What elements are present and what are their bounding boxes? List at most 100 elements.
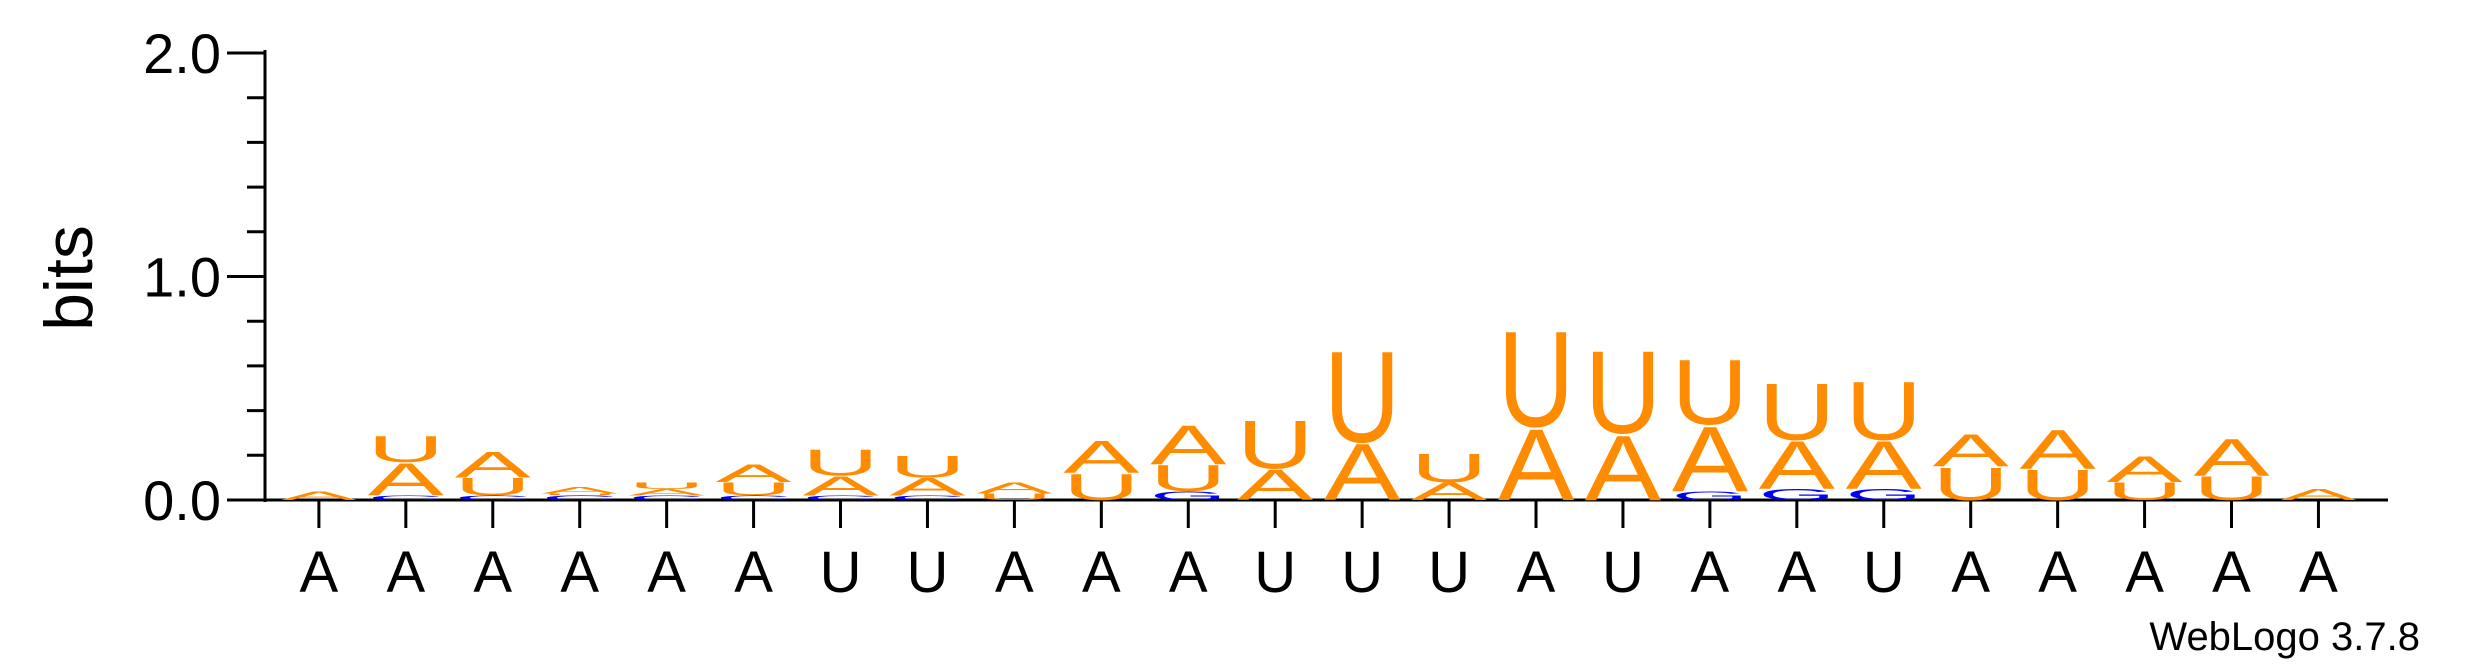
x-tick-label: A bbox=[2125, 540, 2164, 605]
logo-letter-a: A bbox=[802, 470, 879, 501]
logo-letter-u: U bbox=[976, 492, 1053, 502]
logo-letter-c: C bbox=[802, 494, 879, 501]
logo-letter-a: A bbox=[629, 487, 705, 497]
x-tick-label: A bbox=[1691, 540, 1730, 605]
logo-column: AU bbox=[1585, 327, 1662, 521]
logo-column: UA bbox=[976, 479, 1053, 502]
logo-letter-u: U bbox=[541, 493, 617, 496]
x-tick-label: A bbox=[2038, 540, 2077, 605]
logo-letter-a: A bbox=[2280, 486, 2357, 503]
logo-letter-a: A bbox=[2107, 448, 2184, 490]
logo-letter-g: G bbox=[1759, 486, 1835, 503]
x-tick-label: A bbox=[1082, 540, 1121, 605]
x-tick-label: A bbox=[647, 540, 686, 605]
logo-letter-a: A bbox=[1672, 408, 1749, 512]
x-tick-label: U bbox=[1863, 540, 1905, 605]
x-tick-label: U bbox=[1602, 540, 1644, 605]
logo-column: GAU bbox=[1672, 341, 1749, 512]
logo-column: CAU bbox=[889, 449, 966, 501]
x-tick-label: A bbox=[1517, 540, 1556, 605]
logo-letter-u: U bbox=[715, 479, 791, 500]
logo-letter-a: A bbox=[1063, 432, 1139, 484]
logo-letter-g: G bbox=[1672, 489, 1748, 503]
logo-letter-c: C bbox=[455, 494, 532, 501]
logo-column: GAU bbox=[1846, 365, 1923, 503]
logo-letter-u: U bbox=[628, 480, 705, 490]
y-tick-label: 1.0 bbox=[143, 246, 221, 309]
logo-column: AU bbox=[1324, 324, 1401, 517]
logo-letter-a: A bbox=[1933, 425, 2009, 477]
logo-column: A bbox=[281, 489, 357, 503]
logo-letter-a: A bbox=[889, 473, 965, 501]
x-tick-label: A bbox=[386, 540, 425, 605]
logo-column: UA bbox=[2019, 419, 2096, 510]
logo-letter-a: A bbox=[2193, 427, 2270, 486]
logo-letter-u: U bbox=[1672, 341, 1748, 445]
logo-column: GAU bbox=[1759, 367, 1836, 504]
logo-letter-u: U bbox=[1846, 365, 1922, 458]
logo-column: CUA bbox=[541, 485, 618, 501]
logo-column: CAU bbox=[802, 442, 879, 502]
logo-letter-u: U bbox=[2019, 461, 2096, 509]
logo-letter-a: A bbox=[1759, 427, 1835, 503]
x-tick-label: A bbox=[1777, 540, 1816, 605]
logo-letter-a: A bbox=[1846, 427, 1922, 503]
logo-column: AU bbox=[1411, 445, 1487, 505]
logo-column: CAU bbox=[368, 428, 445, 505]
logo-letter-a: A bbox=[1498, 407, 1575, 521]
logo-letter-u: U bbox=[1324, 324, 1401, 470]
logo-letter-a: A bbox=[1585, 417, 1662, 521]
logo-column: UA bbox=[1932, 425, 2009, 510]
logo-letter-u: U bbox=[1498, 302, 1575, 455]
logo-letter-u: U bbox=[1932, 458, 2009, 510]
x-tick-label: A bbox=[1169, 540, 1208, 605]
logo-column: AU bbox=[1498, 302, 1575, 522]
logo-letter-a: A bbox=[455, 444, 532, 486]
logo-letter-u: U bbox=[2106, 478, 2183, 506]
y-tick-label: 0.0 bbox=[143, 469, 221, 532]
logo-letter-a: A bbox=[2020, 419, 2096, 481]
x-tick-label: A bbox=[2299, 540, 2338, 605]
x-tick-label: A bbox=[734, 540, 773, 605]
logo-column: UA bbox=[2106, 448, 2183, 505]
logo-letter-u: U bbox=[368, 428, 445, 470]
x-tick-label: A bbox=[995, 540, 1034, 605]
logo-letter-a: A bbox=[976, 479, 1053, 496]
logo-letter-a: A bbox=[368, 454, 444, 506]
logo-letter-a: A bbox=[1150, 415, 1226, 477]
logo-letter-u: U bbox=[1150, 457, 1227, 499]
logo-column: AU bbox=[1237, 407, 1314, 510]
logo-letter-c: C bbox=[715, 494, 792, 501]
x-tick-label: U bbox=[907, 540, 949, 605]
logo-letter-c: C bbox=[368, 494, 445, 501]
logo-letter-c: C bbox=[628, 494, 705, 501]
logo-letter-u: U bbox=[1585, 327, 1661, 459]
logo-letter-u: U bbox=[889, 449, 966, 484]
x-tick-label: A bbox=[560, 540, 599, 605]
logo-letter-u: U bbox=[455, 473, 532, 501]
x-tick-label: A bbox=[300, 540, 339, 605]
logo-letter-u: U bbox=[1411, 445, 1487, 490]
logo-letter-a: A bbox=[1411, 477, 1487, 505]
logo-letter-c: C bbox=[541, 494, 618, 501]
logo-column: GUA bbox=[1150, 415, 1227, 503]
x-tick-label: U bbox=[1341, 540, 1383, 605]
logo-column: CAU bbox=[628, 480, 705, 501]
logo-letter-c: C bbox=[889, 494, 966, 501]
logo-letter-a: A bbox=[1237, 461, 1314, 509]
logo-column: UA bbox=[2193, 427, 2270, 507]
x-tick-label: U bbox=[1428, 540, 1470, 605]
x-tick-label: A bbox=[473, 540, 512, 605]
x-tick-label: U bbox=[820, 540, 862, 605]
y-axis-label: bits bbox=[31, 225, 107, 331]
logo-letter-u: U bbox=[1063, 466, 1140, 508]
weblogo-credit: WebLogo 3.7.8 bbox=[2149, 615, 2420, 659]
y-axis: 0.0 1.0 2.0 bbox=[143, 22, 267, 532]
logo-letter-u: U bbox=[802, 442, 879, 484]
logo-column: CUA bbox=[715, 460, 792, 502]
x-tick-label: U bbox=[1254, 540, 1296, 605]
logo-letter-u: U bbox=[1759, 367, 1835, 457]
